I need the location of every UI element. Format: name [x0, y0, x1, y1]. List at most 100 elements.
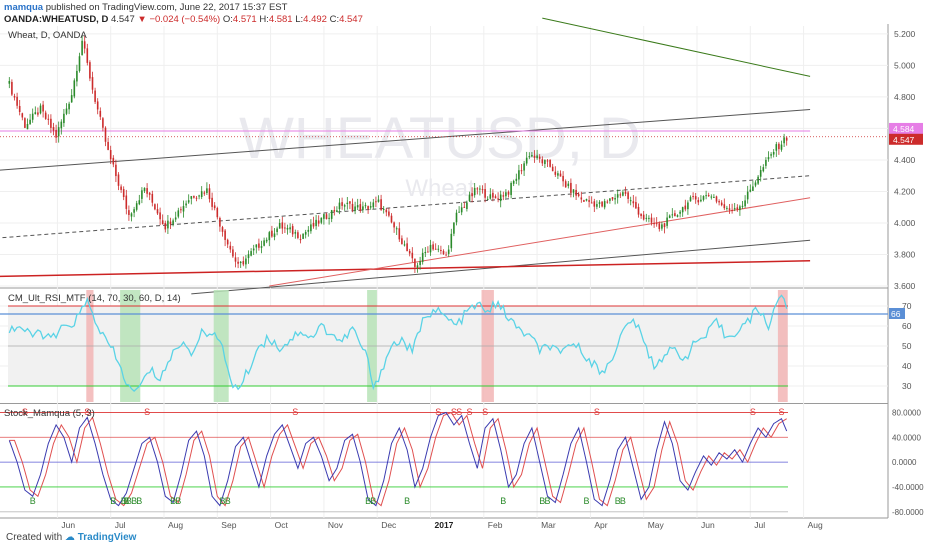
candle-body[interactable] — [372, 202, 375, 208]
candle-body[interactable] — [575, 189, 577, 196]
candle-body[interactable] — [705, 195, 707, 197]
candle-body[interactable] — [658, 223, 661, 230]
candle-body[interactable] — [237, 261, 239, 264]
stoch-d-line[interactable] — [9, 411, 787, 507]
price-axis[interactable]: 5.2005.0004.8004.6004.4004.2004.0003.800… — [889, 29, 924, 517]
candle-body[interactable] — [187, 200, 190, 203]
candle-body[interactable] — [780, 144, 783, 150]
candle-body[interactable] — [276, 228, 278, 232]
candle-body[interactable] — [494, 196, 497, 199]
candle-body[interactable] — [785, 137, 788, 141]
candle-body[interactable] — [731, 210, 733, 212]
candle-body[interactable] — [765, 159, 767, 166]
candle-body[interactable] — [359, 204, 362, 212]
candle-body[interactable] — [757, 176, 759, 184]
candle-body[interactable] — [473, 187, 476, 196]
candle-body[interactable] — [73, 80, 76, 97]
tradingview-link[interactable]: TradingView — [77, 532, 137, 543]
candle-body[interactable] — [341, 202, 343, 206]
candle-body[interactable] — [554, 171, 557, 175]
candle-body[interactable] — [596, 204, 598, 207]
candle-body[interactable] — [216, 208, 219, 218]
candle-body[interactable] — [128, 210, 130, 215]
candle-body[interactable] — [377, 199, 380, 202]
candle-body[interactable] — [520, 170, 523, 172]
candle-body[interactable] — [762, 167, 765, 172]
candle-body[interactable] — [91, 77, 94, 90]
candle-body[interactable] — [476, 188, 479, 190]
candle-body[interactable] — [450, 233, 453, 249]
candle-body[interactable] — [286, 227, 289, 230]
candle-body[interactable] — [507, 191, 510, 195]
candle-body[interactable] — [354, 206, 356, 211]
candle-body[interactable] — [489, 194, 492, 199]
candle-body[interactable] — [375, 201, 377, 203]
candle-body[interactable] — [531, 155, 533, 157]
candle-body[interactable] — [338, 202, 341, 210]
candle-body[interactable] — [515, 178, 518, 181]
candle-body[interactable] — [653, 223, 655, 225]
candle-body[interactable] — [497, 198, 499, 200]
candle-body[interactable] — [648, 217, 650, 219]
candle-body[interactable] — [510, 182, 512, 195]
candle-body[interactable] — [284, 227, 286, 229]
trend-line-support[interactable] — [0, 260, 811, 278]
candle-body[interactable] — [211, 197, 213, 207]
candle-body[interactable] — [265, 239, 268, 242]
candle-body[interactable] — [427, 251, 429, 253]
candle-body[interactable] — [50, 118, 52, 128]
candle-body[interactable] — [395, 228, 398, 230]
candle-body[interactable] — [356, 205, 359, 208]
candle-body[interactable] — [778, 143, 780, 150]
candle-body[interactable] — [99, 110, 102, 117]
candle-body[interactable] — [385, 209, 388, 213]
candle-body[interactable] — [172, 220, 174, 225]
candle-body[interactable] — [252, 248, 255, 251]
candle-body[interactable] — [564, 181, 567, 188]
candle-body[interactable] — [143, 187, 146, 192]
candle-body[interactable] — [598, 202, 601, 204]
candle-body[interactable] — [702, 196, 705, 200]
candle-body[interactable] — [369, 206, 372, 208]
candle-body[interactable] — [684, 205, 687, 210]
candle-body[interactable] — [736, 207, 739, 210]
candle-body[interactable] — [37, 112, 39, 115]
trend-line-mid-trend[interactable] — [0, 175, 811, 239]
candle-body[interactable] — [336, 210, 338, 212]
candle-body[interactable] — [16, 96, 18, 106]
candle-body[interactable] — [544, 160, 546, 165]
candle-body[interactable] — [125, 195, 128, 209]
candle-body[interactable] — [156, 209, 159, 214]
candle-body[interactable] — [278, 223, 281, 229]
candle-body[interactable] — [299, 239, 302, 241]
candle-body[interactable] — [414, 258, 416, 267]
candle-body[interactable] — [622, 192, 624, 196]
candle-body[interactable] — [471, 193, 473, 197]
candle-body[interactable] — [133, 209, 135, 213]
candle-body[interactable] — [720, 202, 723, 206]
candle-body[interactable] — [590, 202, 593, 204]
candle-body[interactable] — [242, 261, 245, 265]
candle-body[interactable] — [707, 194, 710, 197]
candle-body[interactable] — [268, 232, 271, 241]
trend-line-falling-resistance[interactable] — [542, 17, 811, 77]
candle-body[interactable] — [562, 175, 564, 182]
candle-body[interactable] — [468, 194, 471, 202]
candle-body[interactable] — [96, 101, 99, 110]
candle-body[interactable] — [55, 129, 57, 138]
candle-body[interactable] — [421, 252, 424, 262]
candle-body[interactable] — [741, 205, 744, 207]
candle-body[interactable] — [174, 217, 177, 220]
candle-body[interactable] — [484, 189, 486, 198]
candle-body[interactable] — [466, 202, 468, 209]
candle-body[interactable] — [362, 206, 364, 211]
candle-body[interactable] — [200, 191, 203, 197]
candle-body[interactable] — [177, 210, 180, 217]
rsi-pane[interactable] — [0, 290, 888, 402]
candle-body[interactable] — [551, 166, 554, 172]
candle-body[interactable] — [749, 189, 752, 192]
candle-body[interactable] — [263, 240, 265, 246]
candle-body[interactable] — [86, 48, 89, 63]
candle-body[interactable] — [294, 232, 297, 234]
candle-body[interactable] — [89, 62, 91, 79]
